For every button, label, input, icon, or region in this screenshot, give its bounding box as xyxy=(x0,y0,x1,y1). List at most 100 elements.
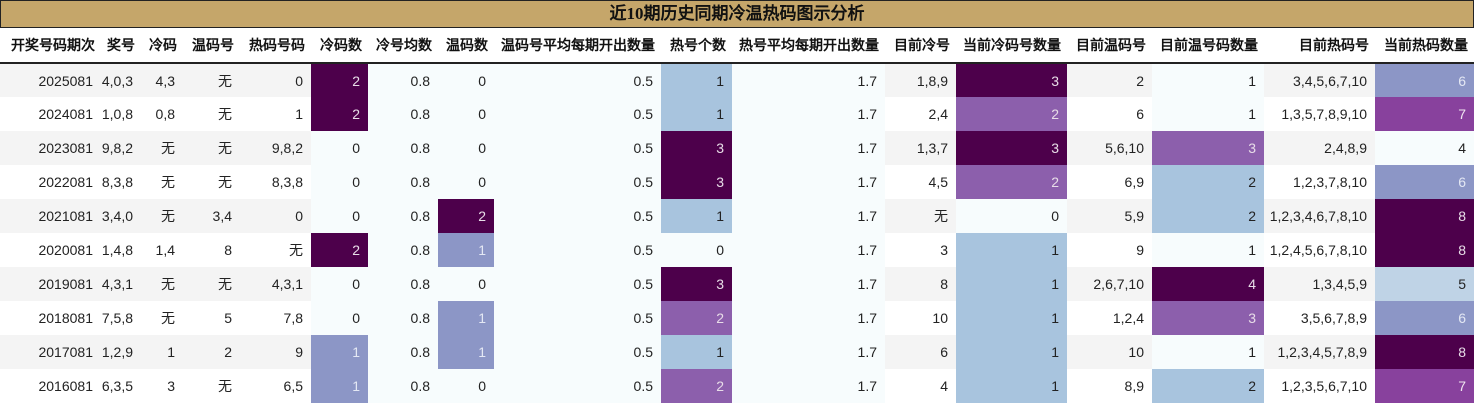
header-col-cold-code[interactable]: 冷码 xyxy=(141,28,183,64)
cell-col-cold-code: 无 xyxy=(141,267,183,301)
cell-col-current-warm: 2 xyxy=(1067,63,1152,97)
header-col-current-warm[interactable]: 目前温码号 xyxy=(1067,28,1152,64)
cell-col-current-cold-count: 1 xyxy=(956,301,1067,335)
cell-col-current-hot: 1,2,3,4,6,7,8,10 xyxy=(1264,199,1375,233)
header-col-hot-avg-per-issue[interactable]: 热号平均每期开出数量 xyxy=(732,28,885,64)
cell-col-hot-code: 0 xyxy=(240,63,311,97)
cell-col-warm-code: 无 xyxy=(183,97,240,131)
table-row: 2023081 9,8,2 无无 9,8,2 0 0.8 0 0.5 3 1.7 1,3,7 3 5,6… xyxy=(0,131,1474,165)
cell-col-cold-avg: 0.8 xyxy=(368,267,438,301)
cell-col-current-warm-count: 1 xyxy=(1152,63,1264,97)
cell-col-hot-code: 0 xyxy=(240,199,311,233)
cell-col-current-hot-count: 7 xyxy=(1375,369,1474,403)
header-col-cold-avg[interactable]: 冷号均数 xyxy=(368,28,438,64)
header-col-current-hot[interactable]: 目前热码号 xyxy=(1264,28,1375,64)
header-col-winning-number[interactable]: 奖号 xyxy=(101,28,141,64)
cell-col-winning-number: 6,3,5 xyxy=(101,369,141,403)
cell-col-issue: 2025081 xyxy=(0,63,101,97)
header-col-warm-count[interactable]: 温码数 xyxy=(438,28,494,64)
cell-col-hot-avg-per-issue: 1.7 xyxy=(732,63,885,97)
cell-col-current-hot-count: 7 xyxy=(1375,97,1474,131)
cell-col-warm-count: 0 xyxy=(438,267,494,301)
cell-col-current-warm-count: 3 xyxy=(1152,301,1264,335)
cell-col-current-hot: 1,3,4,5,9 xyxy=(1264,267,1375,301)
cell-col-winning-number: 1,2,9 xyxy=(101,335,141,369)
cell-col-warm-code: 无 xyxy=(183,165,240,199)
cell-col-warm-avg-per-issue: 0.5 xyxy=(494,97,661,131)
cell-col-current-cold: 3 xyxy=(885,233,956,267)
header-col-issue[interactable]: 开奖号码期次 xyxy=(0,28,101,64)
cell-col-issue: 2024081 xyxy=(0,97,101,131)
cell-col-current-cold-count: 0 xyxy=(956,199,1067,233)
cell-col-cold-avg: 0.8 xyxy=(368,63,438,97)
cell-col-cold-code: 4,3 xyxy=(141,63,183,97)
cell-col-warm-avg-per-issue: 0.5 xyxy=(494,199,661,233)
header-col-current-cold-count[interactable]: 当前冷码号数量 xyxy=(956,28,1067,64)
cell-col-warm-code: 5 xyxy=(183,301,240,335)
analysis-table: 开奖号码期次 奖号 冷码 温码号 热码号码 冷码数 冷号均数 温码数 温码号平均每期开出数量 热号… xyxy=(0,28,1474,403)
cell-col-current-hot-count: 8 xyxy=(1375,199,1474,233)
cell-col-hot-avg-per-issue: 1.7 xyxy=(732,335,885,369)
cell-col-current-warm-count: 2 xyxy=(1152,165,1264,199)
cell-col-issue: 2022081 xyxy=(0,165,101,199)
table-row: 2016081 6,3,5 3 无 6,5 1 0.8 0 0.5 2 1.7 4 1 8,9 2 1,2,3… xyxy=(0,369,1474,403)
cell-col-current-warm-count: 1 xyxy=(1152,233,1264,267)
cell-col-current-hot-count: 8 xyxy=(1375,335,1474,369)
cell-col-issue: 2020081 xyxy=(0,233,101,267)
header-col-current-cold[interactable]: 目前冷号 xyxy=(885,28,956,64)
table-title: 近10期历史同期冷温热码图示分析 xyxy=(0,0,1474,28)
cell-col-cold-code: 1 xyxy=(141,335,183,369)
cell-col-warm-count: 0 xyxy=(438,131,494,165)
cell-col-warm-avg-per-issue: 0.5 xyxy=(494,301,661,335)
cell-col-current-cold-count: 1 xyxy=(956,369,1067,403)
cell-col-cold-avg: 0.8 xyxy=(368,369,438,403)
cell-col-cold-avg: 0.8 xyxy=(368,301,438,335)
cell-col-hot-count: 1 xyxy=(661,199,732,233)
cell-col-cold-avg: 0.8 xyxy=(368,199,438,233)
cell-col-warm-avg-per-issue: 0.5 xyxy=(494,63,661,97)
cell-col-current-warm: 10 xyxy=(1067,335,1152,369)
cell-col-hot-avg-per-issue: 1.7 xyxy=(732,97,885,131)
cell-col-current-cold: 6 xyxy=(885,335,956,369)
cell-col-current-hot-count: 4 xyxy=(1375,131,1474,165)
cell-col-current-warm: 5,6,10 xyxy=(1067,131,1152,165)
cell-col-current-warm: 6 xyxy=(1067,97,1152,131)
cell-col-warm-avg-per-issue: 0.5 xyxy=(494,233,661,267)
cell-col-hot-code: 无 xyxy=(240,233,311,267)
table-row: 2018081 7,5,8 无 5 7,8 0 0.8 1 0.5 2 1.7 10 1 1,2,4 3 3,… xyxy=(0,301,1474,335)
cell-col-hot-avg-per-issue: 1.7 xyxy=(732,369,885,403)
cell-col-current-hot-count: 5 xyxy=(1375,267,1474,301)
cell-col-current-cold-count: 3 xyxy=(956,131,1067,165)
cell-col-hot-avg-per-issue: 1.7 xyxy=(732,199,885,233)
cell-col-warm-count: 1 xyxy=(438,233,494,267)
cell-col-warm-code: 无 xyxy=(183,369,240,403)
cell-col-cold-avg: 0.8 xyxy=(368,97,438,131)
cell-col-current-warm: 8,9 xyxy=(1067,369,1152,403)
cell-col-hot-code: 4,3,1 xyxy=(240,267,311,301)
header-col-warm-code[interactable]: 温码号 xyxy=(183,28,240,64)
cell-col-cold-count: 0 xyxy=(311,131,368,165)
header-col-cold-count[interactable]: 冷码数 xyxy=(311,28,368,64)
header-col-current-hot-count[interactable]: 当前热码数量 xyxy=(1375,28,1474,64)
cell-col-hot-avg-per-issue: 1.7 xyxy=(732,301,885,335)
cell-col-current-warm: 9 xyxy=(1067,233,1152,267)
cell-col-cold-count: 1 xyxy=(311,369,368,403)
cell-col-current-cold: 4 xyxy=(885,369,956,403)
header-col-warm-avg-per-issue[interactable]: 温码号平均每期开出数量 xyxy=(494,28,661,64)
cell-col-issue: 2016081 xyxy=(0,369,101,403)
cell-col-current-cold-count: 3 xyxy=(956,63,1067,97)
cell-col-cold-count: 0 xyxy=(311,165,368,199)
cell-col-warm-avg-per-issue: 0.5 xyxy=(494,369,661,403)
header-col-hot-count[interactable]: 热号个数 xyxy=(661,28,732,64)
cell-col-current-hot: 3,4,5,6,7,10 xyxy=(1264,63,1375,97)
cell-col-winning-number: 3,4,0 xyxy=(101,199,141,233)
cell-col-current-hot-count: 6 xyxy=(1375,301,1474,335)
cell-col-current-hot: 1,2,4,5,6,7,8,10 xyxy=(1264,233,1375,267)
cell-col-hot-count: 3 xyxy=(661,267,732,301)
header-col-hot-code[interactable]: 热码号码 xyxy=(240,28,311,64)
cell-col-current-cold-count: 1 xyxy=(956,267,1067,301)
cell-col-hot-count: 1 xyxy=(661,335,732,369)
header-col-current-warm-count[interactable]: 目前温号码数量 xyxy=(1152,28,1264,64)
cell-col-cold-count: 0 xyxy=(311,301,368,335)
cell-col-winning-number: 4,0,3 xyxy=(101,63,141,97)
